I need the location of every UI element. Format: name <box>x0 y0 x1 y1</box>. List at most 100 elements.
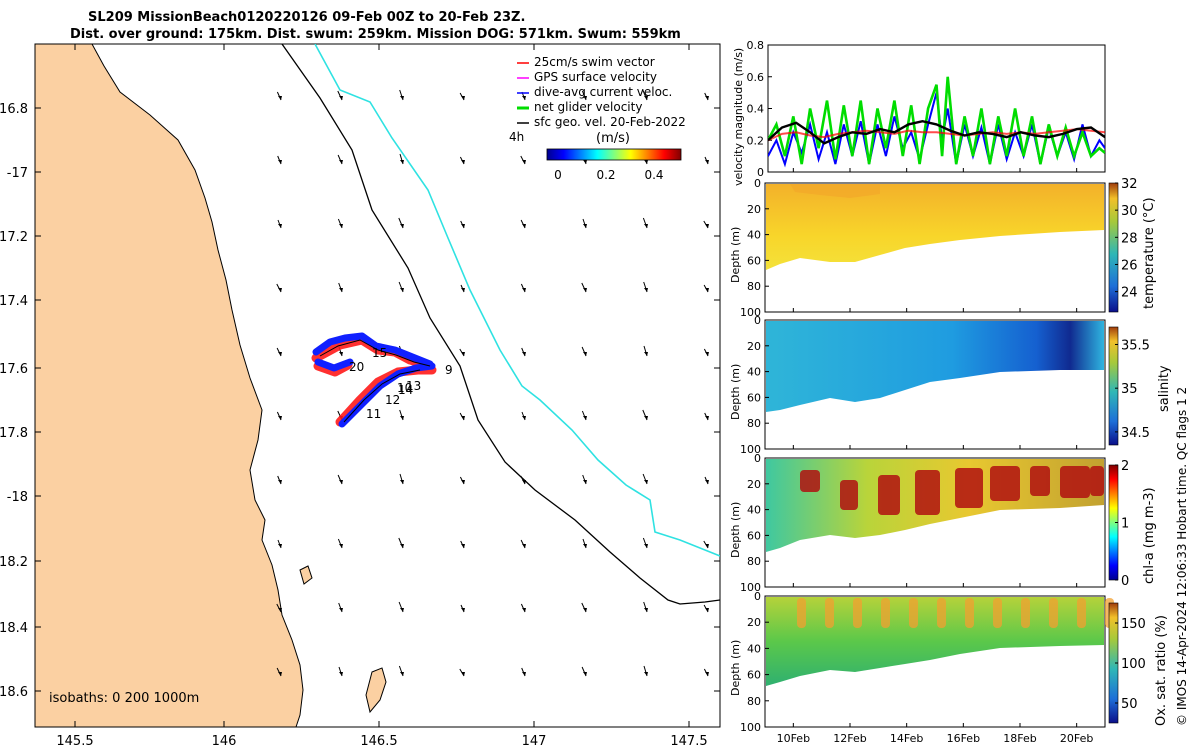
chl-depth-label: Depth (m) <box>729 502 742 558</box>
track-black-path <box>319 339 431 423</box>
geo-arrow-head <box>522 352 526 356</box>
geo-arrow-head <box>644 288 648 292</box>
geo-velocity-arrow <box>398 665 404 677</box>
geo-velocity-arrow <box>398 217 404 229</box>
geo-velocity-arrow <box>338 666 343 677</box>
geo-velocity-arrow <box>642 89 648 101</box>
velocity-y-ticks: 0 0.2 0.4 0.6 0.8 <box>747 39 772 179</box>
geo-arrow-head <box>278 480 282 484</box>
chl-patch <box>990 466 1020 501</box>
geo-velocity-arrow <box>643 601 648 613</box>
colorbar-tick-1: 0.2 <box>596 168 615 182</box>
geo-arrow-head <box>522 544 526 548</box>
temperature-colorbar <box>1108 182 1119 313</box>
geo-arrow-head <box>583 352 587 356</box>
oxygen-streak <box>1049 598 1058 628</box>
geo-velocity-arrow <box>642 537 648 549</box>
day-labels: 9 10 11 12 13 14 15 20 <box>349 346 453 421</box>
geo-velocity-arrow <box>643 281 648 293</box>
geo-arrow-head <box>583 160 587 164</box>
map-axis-ticks: 145.5 146 146.5 147 147.5 16.8 -17 17.2 17.4 17.6… <box>0 44 720 749</box>
colorbar-tick-label: 150 <box>1121 617 1146 632</box>
geo-velocity-arrow <box>521 347 526 357</box>
temperature-colorbar-label: temperature (°C) <box>1142 197 1157 309</box>
geo-velocity-arrow <box>704 92 709 101</box>
geo-velocity-arrow <box>520 283 526 293</box>
depth-tick-label: 60 <box>747 391 761 404</box>
geo-arrow-head <box>278 160 282 164</box>
geo-arrow-head <box>400 416 404 420</box>
geo-velocity-arrow <box>703 540 709 549</box>
geo-velocity-arrow <box>581 90 587 101</box>
oxygen-field <box>766 597 1104 686</box>
geo-arrow-head <box>278 608 282 612</box>
geo-arrow-head <box>339 96 343 100</box>
lat-tick-label: 17.4 <box>0 294 28 309</box>
geo-velocity-arrow <box>704 412 709 421</box>
geo-arrow-head <box>400 544 404 548</box>
oxygen-diurnal-streaks <box>797 598 1114 628</box>
oxygen-streak <box>881 598 890 628</box>
geo-velocity-arrow <box>703 604 709 613</box>
geo-velocity-arrow <box>398 601 404 613</box>
legend-geo: sfc geo. vel. 20-Feb-2022 <box>534 115 686 129</box>
geo-velocity-arrow <box>643 345 648 357</box>
geo-velocity-arrow <box>520 475 526 485</box>
salinity-colorbar-label: salinity <box>1157 365 1172 412</box>
colorbar-tick-label: 2 <box>1121 459 1129 474</box>
colorbar-tick-label: 35 <box>1121 382 1138 397</box>
lon-tick-label: 146.5 <box>360 734 397 749</box>
geo-arrow-head <box>461 480 465 484</box>
geo-arrow-head <box>583 224 587 228</box>
velocity-y-tick-label: 0.6 <box>747 71 765 84</box>
oxygen-streak <box>993 598 1002 628</box>
chl-colorbar-label: chl-a (mg m-3) <box>1142 487 1157 584</box>
geo-velocity-arrow <box>399 409 404 421</box>
day-label-9: 9 <box>445 363 453 377</box>
oxygen-streak <box>853 598 862 628</box>
geo-velocity-arrow <box>459 92 465 101</box>
day-label-13: 13 <box>406 379 421 393</box>
depth-tick-label: 40 <box>747 229 761 242</box>
depth-tick-label: 60 <box>747 529 761 542</box>
map-legend: 25cm/s swim vector GPS surface velocity … <box>509 55 686 182</box>
velocity-frame <box>767 44 1106 173</box>
chart-title-line2: Dist. over ground: 175km. Dist. swum: 25… <box>70 27 681 42</box>
lon-tick-label: 146 <box>212 734 237 749</box>
depth-tick-label: 80 <box>747 555 761 568</box>
geo-velocity-arrow <box>582 538 587 549</box>
oxygen-streak <box>909 598 918 628</box>
geo-velocity-arrow <box>277 539 282 549</box>
geo-velocity-arrow <box>399 153 404 165</box>
depth-tick-label: 40 <box>747 366 761 379</box>
geo-velocity-arrow <box>337 154 343 165</box>
geo-arrow-head <box>522 96 526 100</box>
geo-arrow-head <box>705 224 709 228</box>
time-tick-label: 20Feb <box>1060 732 1093 745</box>
speed-colorbar <box>546 148 682 161</box>
geo-velocity-arrow <box>581 410 587 421</box>
lat-tick-label: 17.6 <box>0 362 28 377</box>
geo-arrow-head <box>583 96 587 100</box>
geo-arrow-head <box>400 288 404 292</box>
geo-arrow-head <box>644 672 648 676</box>
geo-arrow-head <box>461 416 465 420</box>
geo-velocity-arrow <box>276 411 282 421</box>
oxygen-colorbar-label: Ox. sat. ratio (%) <box>1154 615 1169 726</box>
geo-arrow-head <box>705 288 709 292</box>
day-label-14: 14 <box>398 383 413 397</box>
credit-text: © IMOS 14-Apr-2024 12:06:33 Hobart time.… <box>1175 387 1189 726</box>
colorbar-label: (m/s) <box>596 131 630 146</box>
oxygen-streak <box>797 598 806 628</box>
geo-arrow-head <box>644 224 648 228</box>
geo-velocity-arrow <box>520 539 526 549</box>
lat-tick-label: 18.6 <box>0 685 28 700</box>
depth-tick-label: 0 <box>754 314 761 327</box>
geo-velocity-arrow <box>398 281 404 293</box>
lat-tick-label: 18.4 <box>0 621 28 636</box>
geo-arrow-head <box>583 480 587 484</box>
geo-velocity-arrow <box>520 219 526 229</box>
geo-velocity-arrow <box>459 348 465 357</box>
geo-velocity-arrow <box>703 220 709 229</box>
lon-tick-label: 147 <box>522 734 547 749</box>
